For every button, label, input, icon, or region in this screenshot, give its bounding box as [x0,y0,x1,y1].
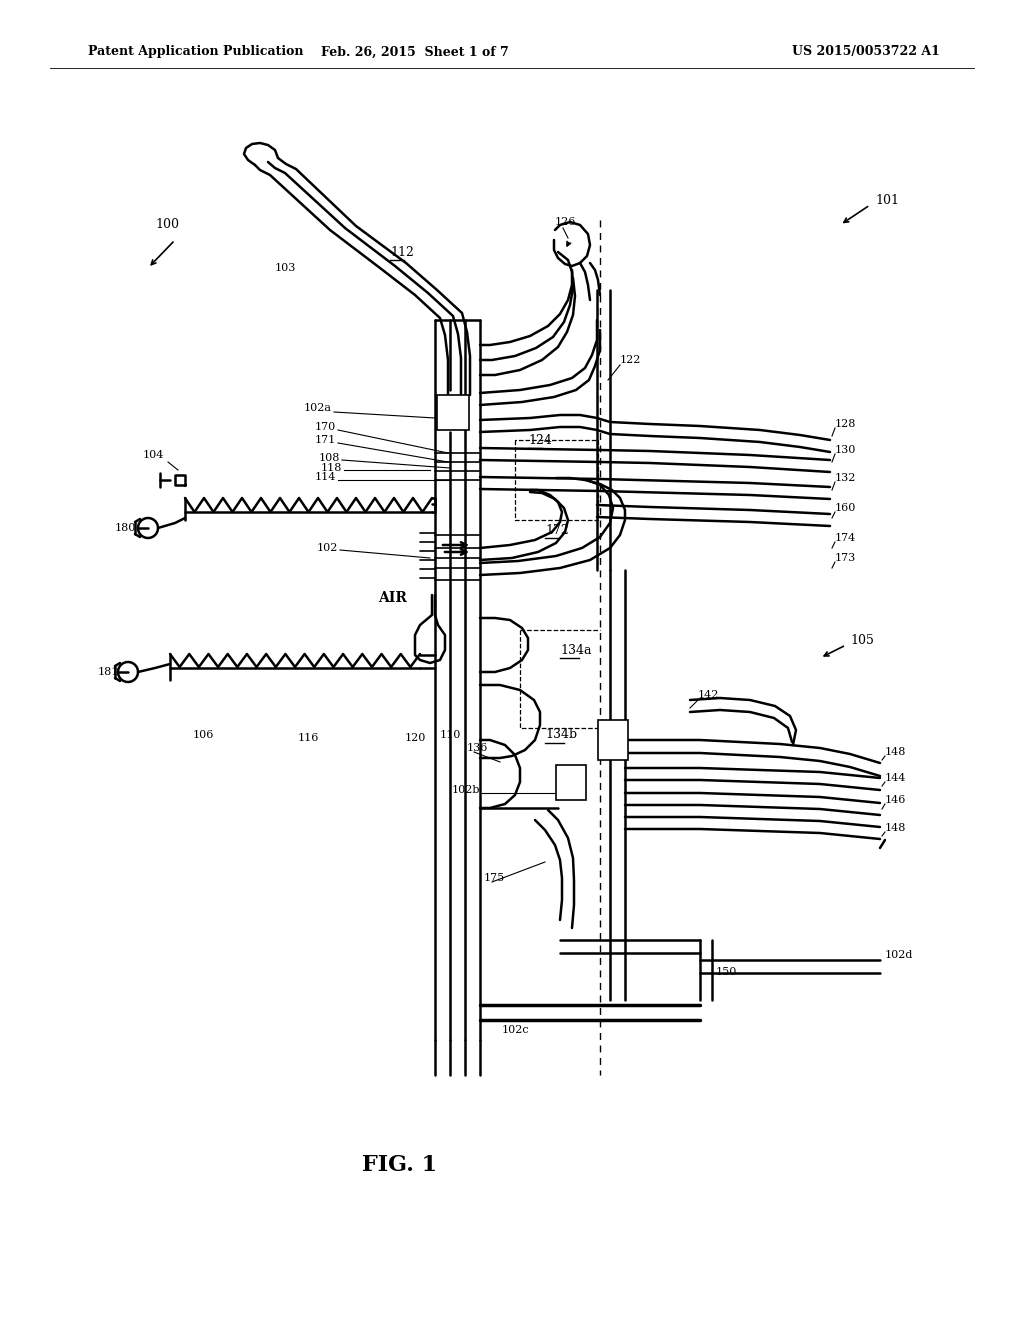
Text: 110: 110 [440,730,462,741]
Text: 172: 172 [545,524,568,536]
Bar [556,766,586,800]
Text: 128: 128 [835,418,856,429]
Text: 181: 181 [98,667,120,677]
Text: 134b: 134b [545,729,578,742]
Text: FIG. 1: FIG. 1 [362,1154,437,1176]
Text: 104: 104 [143,450,165,459]
Text: 101: 101 [874,194,899,206]
Text: 106: 106 [193,730,214,741]
Text: 102: 102 [316,543,338,553]
Text: 175: 175 [484,873,505,883]
Text: 173: 173 [835,553,856,564]
Text: 148: 148 [885,822,906,833]
Text: 142: 142 [698,690,720,700]
Text: 102b: 102b [452,785,480,795]
Text: 146: 146 [885,795,906,805]
Text: 124: 124 [528,433,552,446]
Text: 118: 118 [321,463,342,473]
Text: US 2015/0053722 A1: US 2015/0053722 A1 [793,45,940,58]
Text: 136: 136 [467,743,488,752]
Text: 112: 112 [390,246,414,259]
Text: 102d: 102d [885,950,913,960]
Text: 160: 160 [835,503,856,513]
Text: 134a: 134a [560,644,592,656]
Bar [598,719,628,760]
Text: Patent Application Publication: Patent Application Publication [88,45,303,58]
Text: 120: 120 [406,733,426,743]
Text: 103: 103 [275,263,296,273]
Text: 100: 100 [155,219,179,231]
Text: Feb. 26, 2015  Sheet 1 of 7: Feb. 26, 2015 Sheet 1 of 7 [322,45,509,58]
Text: 122: 122 [620,355,641,366]
Bar [437,395,469,430]
Text: 102c: 102c [502,1026,529,1035]
Text: 116: 116 [298,733,319,743]
Text: 114: 114 [314,473,336,482]
Text: 170: 170 [314,422,336,432]
Text: 148: 148 [885,747,906,756]
Text: 102a: 102a [304,403,332,413]
Text: 180: 180 [115,523,136,533]
Text: 171: 171 [314,436,336,445]
Text: 126: 126 [555,216,577,227]
Text: 150: 150 [716,968,737,977]
Text: 108: 108 [318,453,340,463]
Text: 132: 132 [835,473,856,483]
Text: 174: 174 [835,533,856,543]
Text: AIR: AIR [378,591,407,605]
Text: 105: 105 [850,634,873,647]
Text: 130: 130 [835,445,856,455]
Text: 144: 144 [885,774,906,783]
